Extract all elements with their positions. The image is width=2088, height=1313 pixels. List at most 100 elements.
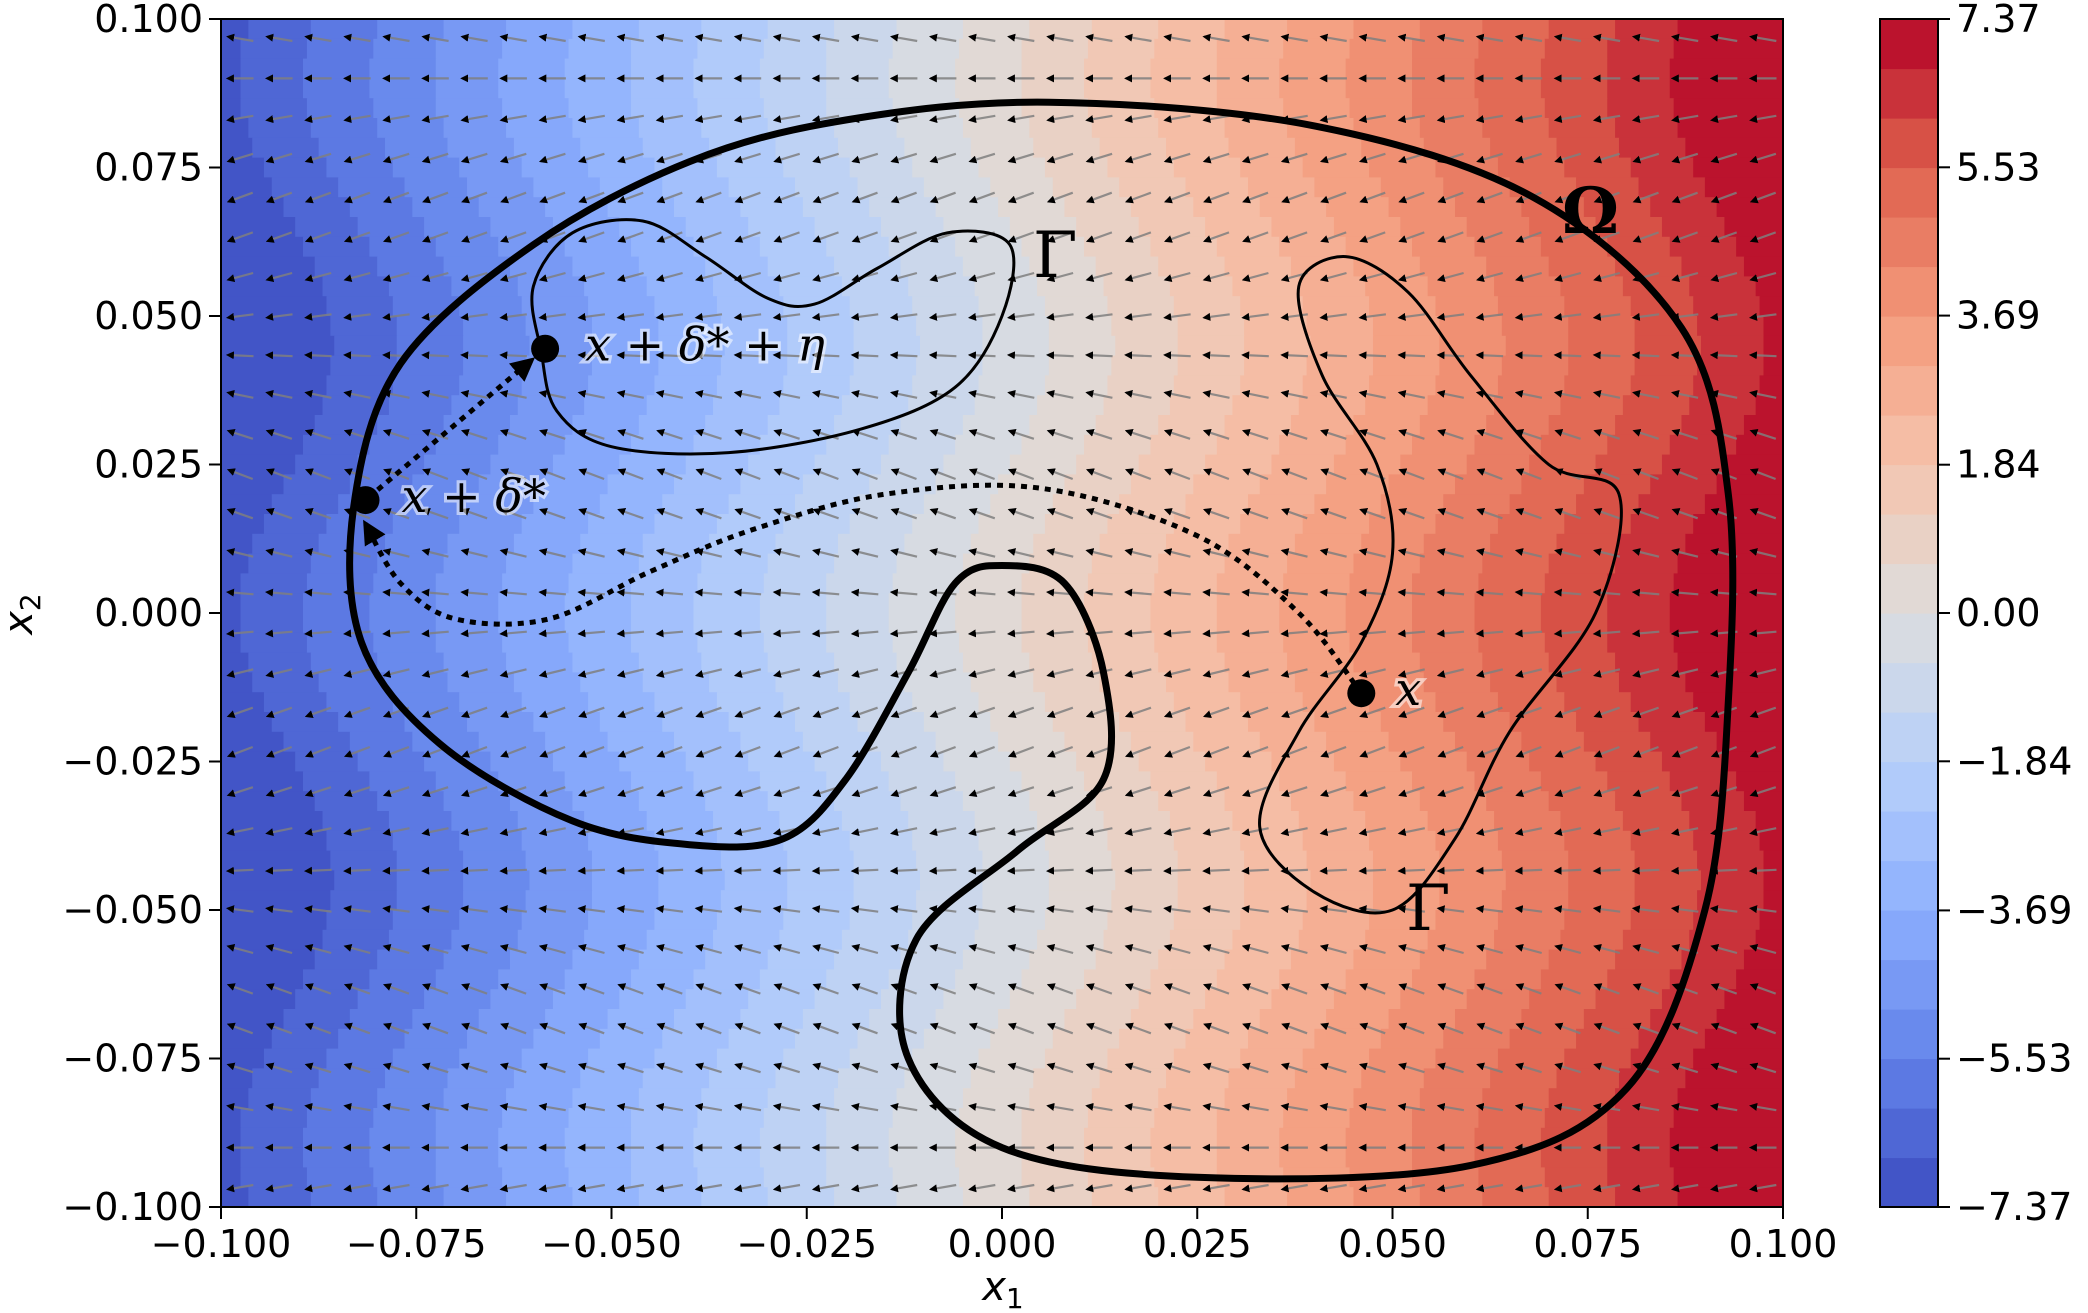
- quiver-arrow: [265, 745, 293, 758]
- contour-band-cell: [529, 870, 593, 891]
- contour-band-cell: [588, 296, 656, 317]
- contour-band-cell: [1271, 989, 1335, 1010]
- contour-band-cell: [435, 1167, 503, 1188]
- quiver-arrow: [1319, 351, 1347, 360]
- contour-band-cell: [221, 910, 328, 931]
- contour-band-cell: [1185, 494, 1249, 515]
- contour-band-cell: [463, 316, 527, 337]
- contour-band-cell: [385, 672, 449, 693]
- contour-band-cell: [849, 910, 913, 931]
- contour-band-cell: [1095, 949, 1159, 970]
- contour-band-cell: [900, 256, 964, 277]
- contour-band-cell: [1501, 355, 1569, 376]
- contour-band-cell: [443, 1088, 507, 1109]
- quiver-arrow: [382, 1183, 410, 1193]
- contour-band-cell: [853, 890, 917, 911]
- contour-band-cell: [923, 177, 991, 198]
- contour-band-cell: [1607, 613, 1671, 634]
- contour-band-cell: [396, 890, 464, 911]
- contour-band-cell: [974, 395, 1038, 416]
- contour-band-cell: [283, 197, 351, 218]
- contour-band-cell: [404, 177, 468, 198]
- contour-band-cell: [1021, 613, 1085, 634]
- contour-band-cell: [720, 890, 788, 911]
- contour-band-cell: [896, 118, 964, 139]
- contour-band-cell: [303, 771, 370, 792]
- contour-band-cell: [263, 157, 328, 178]
- contour-band-cell: [1412, 969, 1476, 990]
- quiver-arrow: [304, 1102, 332, 1112]
- contour-band-cell: [221, 632, 242, 654]
- contour-band-cell: [1166, 672, 1230, 693]
- quiver-arrow: [421, 706, 449, 718]
- contour-band-cell: [1724, 217, 1783, 238]
- contour-band-cell: [1216, 58, 1280, 79]
- contour-band-cell: [310, 1088, 378, 1109]
- contour-band-cell: [424, 217, 492, 238]
- contour-band-cell: [662, 177, 730, 198]
- contour-band-cell: [1583, 731, 1651, 753]
- contour-band-cell: [1618, 137, 1686, 159]
- colorbar-band: [1880, 613, 1938, 664]
- contour-band-cell: [517, 395, 585, 416]
- quiver-arrow: [226, 191, 254, 204]
- contour-band-cell: [1630, 692, 1694, 713]
- contour-band-cell: [1400, 454, 1468, 475]
- contour-band-cell: [1412, 434, 1476, 456]
- contour-band-cell: [662, 712, 730, 733]
- contour-band-cell: [506, 118, 574, 139]
- contour-band-cell: [447, 1068, 515, 1089]
- contour-band-cell: [459, 830, 523, 852]
- x-axis: −0.100 −0.075 −0.050 −0.025 0.000 0.025 0.050 0…: [151, 1207, 1837, 1266]
- y-tick-label: −0.025: [62, 740, 203, 784]
- contour-band-cell: [1400, 217, 1468, 238]
- contour-band-cell: [693, 78, 761, 99]
- contour-band-cell: [775, 672, 839, 693]
- quiver-arrow: [422, 1022, 449, 1035]
- contour-band-cell: [392, 157, 460, 178]
- contour-band-cell: [962, 256, 1030, 277]
- contour-band-cell: [1724, 751, 1783, 772]
- contour-band-cell: [521, 296, 589, 317]
- contour-band-cell: [638, 791, 706, 812]
- contour-band-cell: [221, 256, 316, 277]
- quiver-arrow: [421, 905, 449, 914]
- contour-band-cell: [787, 870, 855, 891]
- contour-band-cell: [1087, 1108, 1155, 1129]
- quiver-arrow: [421, 944, 449, 955]
- contour-band-cell: [814, 751, 882, 772]
- colorbar-band: [1880, 514, 1938, 565]
- contour-band-cell: [888, 78, 956, 99]
- contour-band-cell: [888, 1127, 956, 1149]
- contour-band-cell: [1607, 236, 1671, 258]
- contour-band-cell: [1497, 375, 1565, 396]
- contour-band-cell: [1111, 316, 1179, 337]
- contour-band-cell: [1412, 58, 1476, 79]
- quiver-arrow: [226, 271, 254, 282]
- contour-band-cell: [631, 593, 695, 614]
- contour-band-cell: [1490, 1068, 1558, 1089]
- contour-band-cell: [1759, 296, 1783, 317]
- contour-band-cell: [1158, 652, 1226, 673]
- contour-band-cell: [1443, 712, 1511, 733]
- contour-band-cell: [1326, 731, 1390, 753]
- contour-band-cell: [580, 1068, 644, 1089]
- contour-band-cell: [1435, 375, 1499, 396]
- contour-band-cell: [693, 969, 761, 990]
- contour-band-cell: [1607, 38, 1675, 60]
- contour-band-cell: [1173, 830, 1241, 852]
- contour-band-cell: [1595, 217, 1663, 238]
- contour-band-cell: [900, 415, 964, 436]
- contour-band-cell: [1021, 632, 1089, 654]
- contour-band-cell: [263, 692, 328, 713]
- contour-band-cell: [1540, 613, 1608, 634]
- contour-band-cell: [513, 1068, 581, 1089]
- contour-band-cell: [248, 1187, 312, 1207]
- contour-band-cell: [662, 1028, 730, 1050]
- quiver-arrow: [343, 668, 371, 678]
- contour-band-cell: [724, 335, 788, 357]
- contour-band-cell: [1052, 1028, 1120, 1050]
- contour-band-cell: [1111, 850, 1179, 871]
- contour-band-cell: [1677, 1187, 1783, 1207]
